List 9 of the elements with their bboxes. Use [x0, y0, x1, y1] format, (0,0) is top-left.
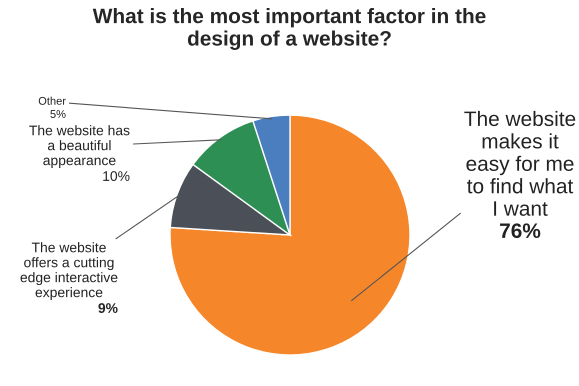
- data-label: 5%: [50, 110, 66, 118]
- slice-label: The website offers a cutting edge interactive experience: [20, 242, 118, 300]
- chart-title: What is the most important factor in the design of a website?: [92, 8, 486, 50]
- data-label: 9%: [98, 303, 118, 313]
- data-label: 76%: [500, 223, 540, 238]
- slice-label: The website has a beautiful appearance: [29, 125, 130, 168]
- data-label: 10%: [103, 171, 130, 181]
- slice-label: Other: [38, 96, 66, 105]
- slice-label: The website makes it easy for me to find what I want: [464, 110, 576, 216]
